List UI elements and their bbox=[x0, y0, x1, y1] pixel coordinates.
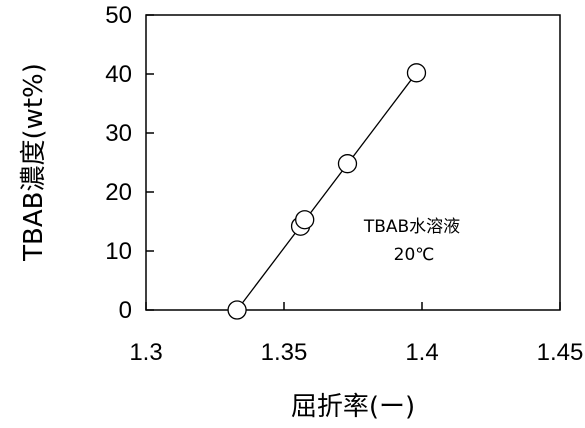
y-tick-label: 10 bbox=[105, 238, 132, 265]
x-tick-label: 1.3 bbox=[129, 339, 162, 366]
x-tick-label: 1.45 bbox=[537, 339, 584, 366]
y-axis-title: TBAB濃度(wt%) bbox=[19, 63, 49, 262]
data-marks bbox=[227, 63, 427, 320]
plot-area-frame bbox=[145, 14, 561, 311]
annotation-line-2: 20℃ bbox=[394, 245, 435, 265]
annotation-line-1: TBAB水溶液 bbox=[363, 217, 460, 237]
y-tick-label: 30 bbox=[105, 120, 132, 147]
x-tick-label: 1.4 bbox=[405, 339, 438, 366]
x-axis-ticks: 1.3 1.35 1.4 1.45 bbox=[129, 302, 583, 366]
y-axis-ticks: 0 10 20 30 40 50 bbox=[105, 2, 154, 324]
y-tick-label: 40 bbox=[105, 61, 132, 88]
y-tick-label: 50 bbox=[105, 2, 132, 29]
x-tick-label: 1.35 bbox=[261, 339, 308, 366]
fit-line bbox=[236, 72, 417, 311]
data-point bbox=[295, 210, 315, 230]
y-tick-label: 0 bbox=[119, 297, 132, 324]
data-point bbox=[227, 300, 247, 320]
data-point bbox=[337, 154, 358, 174]
x-axis-title: 屈折率(ー) bbox=[291, 392, 415, 422]
y-tick-label: 20 bbox=[105, 179, 132, 206]
data-point bbox=[406, 63, 427, 83]
